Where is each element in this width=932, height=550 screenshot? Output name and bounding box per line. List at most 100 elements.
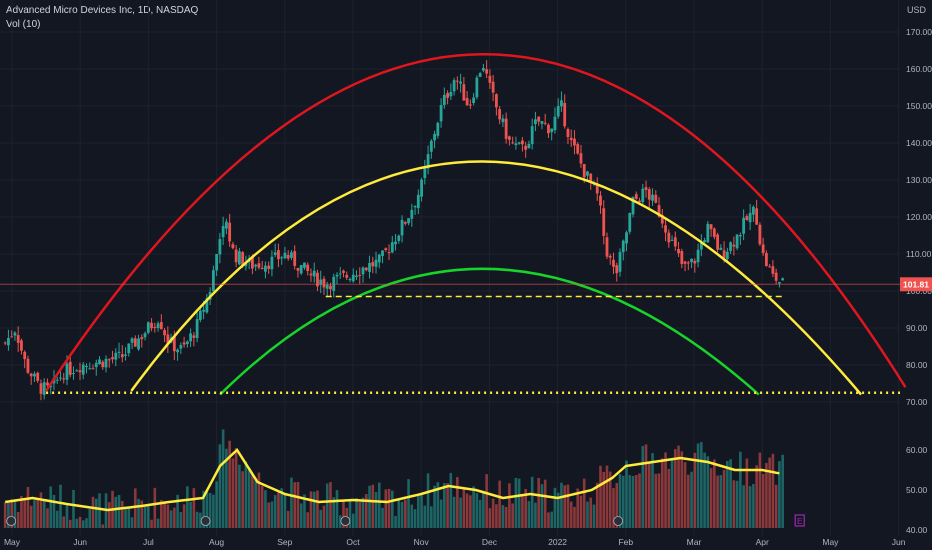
volume-bar: [91, 496, 95, 528]
event-markers[interactable]: E: [6, 514, 805, 527]
volume-bar: [387, 488, 391, 528]
candle-body: [137, 338, 140, 350]
candle-body: [98, 359, 101, 365]
candle-body: [748, 212, 752, 223]
volume-bar: [368, 485, 371, 528]
volume-bar: [589, 497, 593, 528]
volume-bar: [696, 443, 700, 528]
volume-bar: [205, 489, 209, 528]
price-axis[interactable]: 170.00 160.00 150.00 140.00 130.00 120.00 110.…: [900, 27, 932, 407]
candle-body: [442, 94, 446, 105]
arc-drawings[interactable]: [45, 53, 907, 396]
candle-body: [537, 116, 541, 122]
time-axis[interactable]: May Jun Jul Aug Sep Oct Nov Dec 2022 Feb Mar Apr May…: [4, 537, 906, 547]
candle-body: [612, 259, 615, 267]
candle-body: [192, 335, 196, 338]
candle-body: [725, 251, 729, 260]
volume-bar: [163, 501, 166, 528]
candle-body: [755, 208, 759, 225]
volume-bar: [16, 511, 20, 528]
volume-bar: [374, 492, 378, 528]
volume-bar: [3, 502, 7, 528]
candle-body: [472, 97, 476, 103]
volume-bar: [647, 461, 651, 528]
volume-bar: [202, 490, 205, 528]
arc-outer: [45, 53, 907, 392]
volume-bar: [312, 491, 316, 528]
volume-bar: [690, 471, 693, 528]
candle-body: [241, 252, 245, 266]
candle-body: [599, 195, 602, 206]
volume-bar: [430, 506, 433, 528]
candle-body: [582, 164, 586, 178]
volume-bar: [277, 492, 280, 528]
volume-indicator-label[interactable]: Vol (10): [6, 19, 41, 30]
volume-bar: [517, 478, 521, 528]
candle-body: [634, 194, 638, 199]
currency-label: USD: [906, 5, 926, 15]
candle-body: [59, 377, 62, 379]
candle-body: [403, 222, 407, 224]
candle-body: [625, 232, 628, 244]
candle-body: [566, 128, 570, 137]
candle-body: [690, 258, 693, 263]
candle-body: [586, 171, 589, 176]
time-tick-label: Jul: [143, 537, 154, 547]
volume-tick-label: 50.00: [906, 485, 928, 495]
volume-bar: [439, 499, 443, 528]
volume-bar: [348, 498, 352, 528]
candle-body: [573, 138, 576, 146]
earnings-marker: [794, 514, 805, 527]
volume-bar: [459, 497, 462, 528]
volume-bar: [120, 500, 124, 528]
volume-bar: [771, 453, 775, 528]
candle-body: [530, 126, 534, 145]
candle-body: [303, 262, 306, 268]
time-tick-label: May: [822, 537, 839, 547]
candle-body: [182, 342, 186, 345]
volume-bar: [394, 516, 397, 528]
candle-body: [521, 140, 524, 145]
volume-bar: [267, 502, 270, 528]
volume-bar: [179, 512, 183, 528]
candle-body: [670, 239, 674, 241]
volume-bar: [615, 483, 619, 528]
volume-bar: [472, 486, 475, 528]
dividend-marker: [200, 516, 211, 526]
volume-bar: [491, 498, 495, 528]
candle-body: [293, 251, 297, 266]
candle-body: [400, 220, 404, 236]
candle-body: [381, 250, 384, 256]
candle-body: [133, 338, 137, 347]
candle-body: [46, 382, 49, 386]
volume-bar: [768, 457, 771, 528]
volume-bar: [241, 471, 244, 528]
volume-bar: [150, 519, 153, 528]
candle-body: [156, 323, 160, 329]
volume-bars: [3, 429, 784, 528]
candle-body: [146, 322, 150, 333]
candle-body: [254, 264, 258, 267]
chart-title: Advanced Micro Devices Inc, 1D, NASDAQ: [6, 5, 199, 16]
volume-bar: [595, 482, 599, 528]
candle-body: [273, 252, 277, 256]
support-levels[interactable]: [46, 295, 900, 394]
volume-bar: [700, 442, 703, 528]
candle-body: [560, 100, 563, 107]
volume-bar: [377, 482, 381, 528]
candle-body: [257, 263, 261, 268]
volume-bar: [485, 474, 488, 528]
candle-body: [468, 104, 472, 106]
candle-body: [712, 228, 716, 237]
volume-bar: [670, 458, 674, 528]
candle-body: [703, 240, 706, 243]
volume-bar: [75, 518, 79, 528]
volume-bar: [390, 490, 394, 528]
price-tick-label: 140.00: [906, 138, 932, 148]
volume-bar: [176, 494, 179, 528]
volume-bar: [160, 499, 163, 528]
volume-bar: [293, 482, 297, 528]
arc-inner: [219, 267, 760, 396]
last-price-label: 101.81: [903, 279, 929, 289]
